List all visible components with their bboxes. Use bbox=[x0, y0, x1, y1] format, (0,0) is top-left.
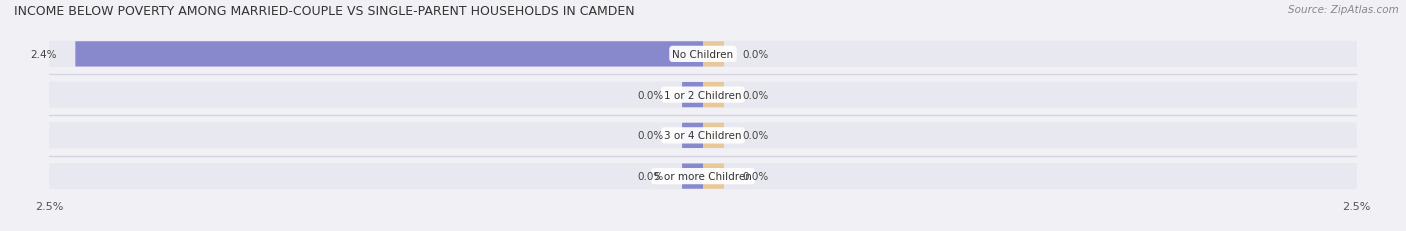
Text: 0.0%: 0.0% bbox=[637, 171, 664, 181]
FancyBboxPatch shape bbox=[682, 164, 703, 189]
Text: 2.4%: 2.4% bbox=[31, 50, 58, 60]
FancyBboxPatch shape bbox=[703, 164, 724, 189]
Text: 0.0%: 0.0% bbox=[742, 131, 769, 141]
Text: 0.0%: 0.0% bbox=[742, 90, 769, 100]
FancyBboxPatch shape bbox=[49, 42, 1357, 68]
FancyBboxPatch shape bbox=[76, 42, 703, 67]
Text: 0.0%: 0.0% bbox=[637, 90, 664, 100]
Text: 1 or 2 Children: 1 or 2 Children bbox=[664, 90, 742, 100]
FancyBboxPatch shape bbox=[682, 123, 703, 148]
FancyBboxPatch shape bbox=[49, 163, 1357, 189]
FancyBboxPatch shape bbox=[703, 83, 724, 108]
Text: 0.0%: 0.0% bbox=[742, 50, 769, 60]
Text: INCOME BELOW POVERTY AMONG MARRIED-COUPLE VS SINGLE-PARENT HOUSEHOLDS IN CAMDEN: INCOME BELOW POVERTY AMONG MARRIED-COUPL… bbox=[14, 5, 634, 18]
Text: Source: ZipAtlas.com: Source: ZipAtlas.com bbox=[1288, 5, 1399, 15]
FancyBboxPatch shape bbox=[703, 123, 724, 148]
Text: 3 or 4 Children: 3 or 4 Children bbox=[664, 131, 742, 141]
FancyBboxPatch shape bbox=[682, 83, 703, 108]
Text: No Children: No Children bbox=[672, 50, 734, 60]
Text: 5 or more Children: 5 or more Children bbox=[654, 171, 752, 181]
Text: 0.0%: 0.0% bbox=[742, 171, 769, 181]
FancyBboxPatch shape bbox=[49, 82, 1357, 108]
FancyBboxPatch shape bbox=[703, 42, 724, 67]
FancyBboxPatch shape bbox=[49, 123, 1357, 149]
Text: 0.0%: 0.0% bbox=[637, 131, 664, 141]
